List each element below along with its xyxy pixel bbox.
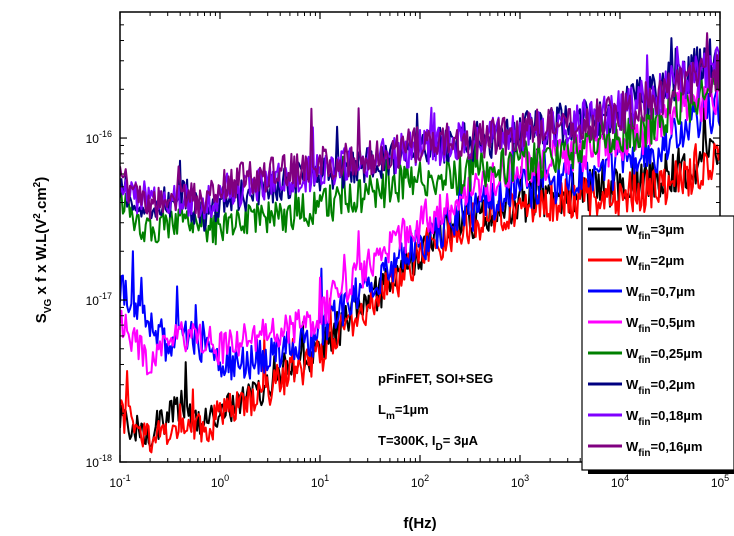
x-tick-label: 102 [411, 473, 429, 490]
x-axis-title: f(Hz) [403, 515, 436, 532]
legend-label-5: Wfin=0,2µm [626, 377, 695, 397]
x-tick-label: 100 [211, 473, 229, 490]
y-axis-title-text: SVG x f x W.L(V2.cm2) [32, 177, 54, 323]
legend-shadow [588, 470, 734, 474]
legend-label-4: Wfin=0,25µm [626, 346, 702, 366]
condition-annotation-0: pFinFET, SOI+SEG [378, 371, 493, 386]
series-line-7 [120, 32, 720, 221]
y-tick-label: 10-17 [86, 291, 112, 308]
legend-label-7: Wfin=0,16µm [626, 439, 702, 459]
x-tick-label: 10-1 [109, 473, 130, 490]
legend-label-2: Wfin=0,7µm [626, 284, 695, 304]
x-tick-label: 103 [511, 473, 529, 490]
series-line-0 [120, 102, 720, 448]
x-tick-label: 101 [311, 473, 329, 490]
legend: Wfin=3µm Wfin=2µm Wfin=0,7µm Wfin=0,5µm Wfin… [581, 215, 734, 474]
condition-annotation-2: T=300K, ID= 3µA [378, 433, 479, 453]
series-line-4 [120, 66, 720, 246]
x-tick-label: 104 [611, 473, 629, 490]
legend-label-1: Wfin=2µm [626, 253, 684, 273]
x-tick-label: 105 [711, 473, 729, 490]
series-line-6 [120, 45, 720, 220]
legend-label-3: Wfin=0,5µm [626, 315, 695, 335]
y-tick-label: 10-16 [86, 129, 112, 146]
legend-box [581, 215, 734, 471]
y-tick-label: 10-18 [86, 453, 112, 470]
condition-annotation-1: Lm=1µm [378, 402, 429, 422]
series-line-3 [120, 63, 720, 376]
y-axis-title: SVG x f x W.L(V2.cm2) [32, 177, 54, 323]
annotation-layer: pFinFET, SOI+SEG Lm=1µm T=300K, ID= 3µA [378, 371, 493, 453]
legend-label-0: Wfin=3µm [626, 222, 684, 242]
series-layer [120, 32, 720, 454]
legend-label-6: Wfin=0,18µm [626, 408, 702, 428]
